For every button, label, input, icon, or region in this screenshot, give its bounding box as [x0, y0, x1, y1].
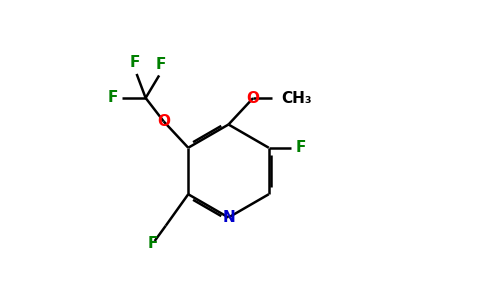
Text: F: F — [148, 236, 158, 251]
Text: N: N — [222, 210, 235, 225]
Text: O: O — [157, 114, 170, 129]
Text: F: F — [130, 56, 140, 70]
Text: F: F — [296, 140, 306, 155]
Text: CH₃: CH₃ — [281, 91, 312, 106]
Text: O: O — [247, 91, 259, 106]
Text: F: F — [155, 57, 166, 72]
Text: F: F — [107, 91, 118, 106]
